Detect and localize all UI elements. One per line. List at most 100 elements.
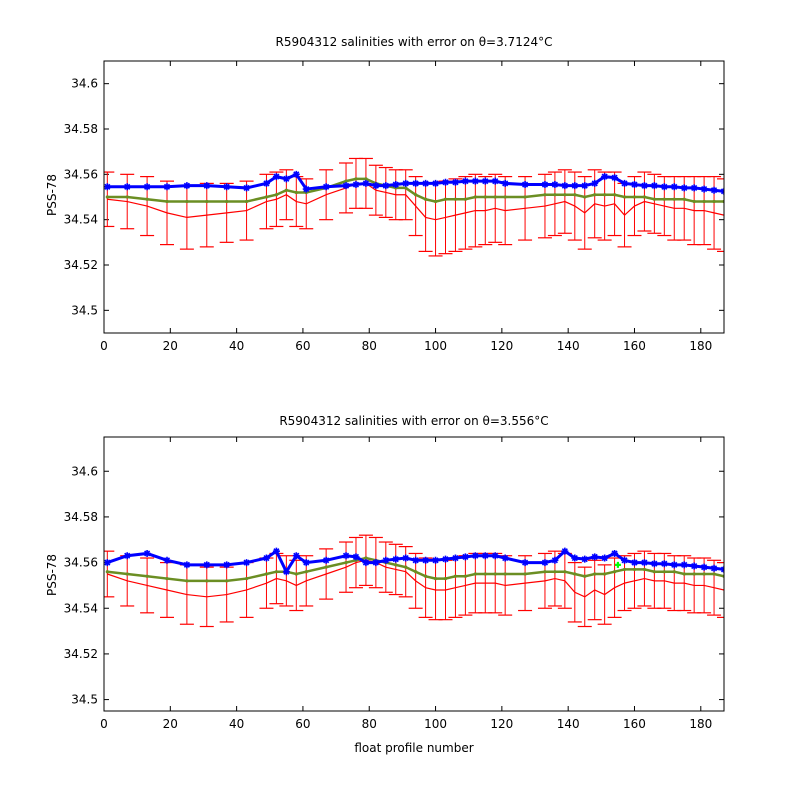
top-x-tick-label: 100 (424, 339, 447, 353)
bottom-olive-point (145, 574, 149, 578)
top-olive-point (692, 199, 696, 204)
top-x-tick-label: 40 (229, 339, 244, 353)
bottom-olive-point (344, 560, 348, 565)
bottom-blue-point (412, 556, 420, 564)
top-olive-point (294, 190, 298, 195)
bottom-blue-point (183, 561, 191, 569)
bottom-olive-point (165, 576, 169, 581)
top-plot-frame (103, 60, 725, 334)
top-olive-point (622, 195, 627, 199)
bottom-blue-point (660, 560, 668, 568)
top-blue-point (352, 181, 360, 189)
bottom-olive-point (463, 574, 467, 578)
bottom-series (104, 534, 724, 628)
bottom-y-tick-label: 34.52 (64, 647, 98, 661)
top-x-tick-label: 80 (362, 339, 377, 353)
bottom-olive-point (294, 572, 298, 576)
top-y-tick-label: 34.56 (64, 167, 98, 181)
bottom-olive-point (622, 567, 627, 572)
bottom-y-tick-label: 34.5 (71, 693, 98, 707)
top-blue-point (302, 185, 310, 193)
top-olive-point (543, 193, 547, 197)
bottom-olive-point (244, 576, 249, 581)
bottom-blue-point (163, 556, 171, 564)
bottom-olive-point (593, 572, 597, 576)
bottom-blue-point (382, 556, 390, 564)
bottom-blue-point (630, 559, 638, 567)
bottom-x-tick-label: 180 (689, 717, 712, 731)
bottom-blue-point (432, 556, 440, 564)
top-blue-point (203, 182, 211, 190)
top-blue-point (392, 181, 400, 189)
top-olive-point (642, 195, 647, 199)
bottom-olive-point (493, 572, 497, 576)
bottom-olive-point (125, 572, 129, 576)
bottom-y-tick-label: 34.56 (64, 556, 98, 570)
top-blue-point (412, 179, 420, 187)
top-blue-point (471, 177, 479, 185)
bottom-olive-point (433, 576, 438, 581)
bottom-olive-point (185, 579, 189, 583)
bottom-x-tick-label: 0 (100, 717, 108, 731)
bottom-olive-point (652, 570, 656, 574)
bottom-olive-point (443, 576, 448, 581)
bottom-blue-point (611, 549, 619, 557)
bottom-olive-point (553, 570, 557, 574)
bottom-olive-point (264, 572, 269, 576)
top-blue-point (262, 179, 270, 187)
top-olive-point (284, 188, 288, 192)
top-blue-point (581, 182, 589, 190)
top-blue-point (700, 185, 708, 193)
top-olive-point (145, 197, 149, 201)
bottom-blue-point (123, 552, 131, 560)
top-axis-ticks: 0 20 40 60 80 100 120 140 160 180 34.5 34.52 34.54 34… (64, 61, 724, 353)
bottom-blue-point (342, 552, 350, 560)
bottom-y-tick-label: 34.54 (64, 601, 98, 615)
bottom-x-tick-label: 60 (295, 717, 310, 731)
bottom-panel: R5904312 salinities with error on θ=3.55… (45, 414, 725, 755)
top-olive-point (473, 195, 477, 199)
bottom-blue-point (302, 559, 310, 567)
bottom-olive-point (573, 572, 577, 576)
top-olive-point (593, 193, 597, 197)
top-blue-point (441, 178, 449, 186)
bottom-olive-point (453, 574, 458, 578)
bottom-olive-point (364, 556, 368, 560)
top-blue-point (660, 183, 668, 191)
top-blue-point (601, 173, 609, 181)
bottom-blue-point (441, 555, 449, 563)
bottom-olive-point (523, 572, 527, 576)
top-olive-point (523, 195, 527, 199)
top-olive-point (632, 195, 637, 199)
bottom-x-tick-label: 160 (623, 717, 646, 731)
top-olive-point (404, 186, 408, 190)
top-olive-point (414, 193, 418, 197)
top-blue-point (402, 179, 410, 187)
top-olive-point (563, 193, 567, 197)
top-chart-title: R5904312 salinities with error on θ=3.71… (276, 35, 553, 49)
top-olive-point (185, 199, 189, 204)
bottom-chart-title: R5904312 salinities with error on θ=3.55… (279, 414, 548, 428)
bottom-olive-point (662, 570, 666, 574)
bottom-olive-point (105, 570, 109, 574)
top-blue-point (521, 181, 529, 189)
bottom-blue-point (203, 561, 211, 569)
top-olive-point (424, 197, 428, 201)
top-x-tick-label: 160 (623, 339, 646, 353)
bottom-red-series-line (107, 559, 724, 598)
bottom-olive-point (205, 579, 209, 583)
top-x-tick-label: 0 (100, 339, 108, 353)
top-olive-point (165, 199, 169, 204)
top-x-tick-label: 60 (295, 339, 310, 353)
bottom-blue-point (272, 547, 280, 555)
bottom-x-tick-label: 120 (490, 717, 513, 731)
bottom-blue-point (581, 555, 589, 563)
top-y-tick-label: 34.5 (71, 303, 98, 317)
top-olive-point (682, 197, 686, 201)
bottom-olive-point (394, 563, 398, 567)
top-blue-point (451, 178, 459, 186)
bottom-x-tick-label: 40 (229, 717, 244, 731)
bottom-olive-point (712, 572, 716, 576)
top-olive-point (603, 193, 607, 197)
bottom-blue-point (591, 553, 599, 561)
